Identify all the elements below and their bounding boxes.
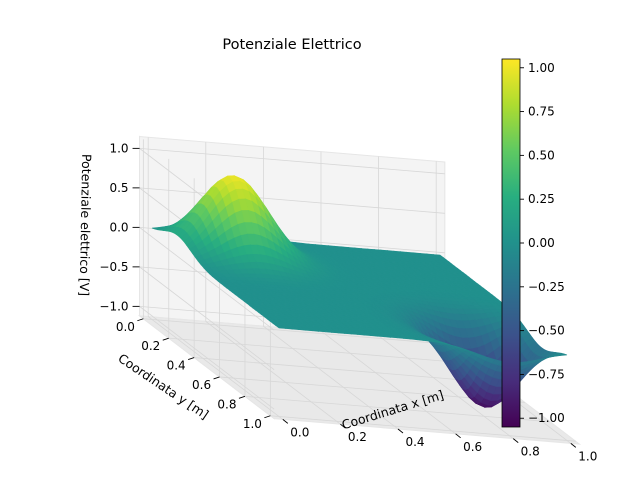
y-tick <box>188 357 195 360</box>
grid-line <box>139 227 275 331</box>
colorbar-tick-label: −0.25 <box>528 280 565 294</box>
colorbar-tick-label: 0.25 <box>528 192 555 206</box>
surface-patch <box>557 353 568 356</box>
y-tick-label: 0.6 <box>192 378 211 392</box>
grid-line <box>378 335 514 439</box>
axes: 0.0 0.2 0.4 0.6 0.8 1.0 0.0 0.2 0.4 0.6 0.8 1.0 −1.0… <box>99 141 597 463</box>
x-tick <box>512 438 519 443</box>
y-tick <box>162 337 169 341</box>
x-tick-label: 1.0 <box>578 449 597 463</box>
y-tick <box>213 376 220 380</box>
z-tick-label: 0.0 <box>109 220 128 234</box>
grid-line <box>139 187 445 214</box>
colorbar-tick-label: −0.50 <box>528 324 565 338</box>
x-tick-label: 0.2 <box>348 430 367 444</box>
y-tick <box>137 318 144 322</box>
grid-line <box>205 321 341 425</box>
x-tick-label: 0.4 <box>405 435 424 449</box>
colorbar-tick-label: 1.00 <box>528 61 555 75</box>
y-tick-label: 0.8 <box>217 397 236 411</box>
colorbar-gradient <box>501 58 521 428</box>
grid-line <box>270 415 576 442</box>
z-tick-label: 1.0 <box>109 141 128 155</box>
grid-line <box>320 330 456 435</box>
x-tick <box>570 443 577 448</box>
y-tick-label: 0.0 <box>116 320 135 334</box>
grid-line <box>139 306 275 410</box>
y-tick-label: 0.2 <box>141 339 160 353</box>
x-tick <box>282 419 289 424</box>
z-tick-label: −1.0 <box>99 299 128 313</box>
x-tick <box>340 423 346 429</box>
y-tick <box>238 395 246 399</box>
colorbar-tick-label: 0.75 <box>528 105 555 119</box>
grid-line <box>147 316 284 420</box>
colorbar-tick-label: 0.00 <box>528 236 555 250</box>
colorbar-tick-label: −1.00 <box>528 411 565 425</box>
y-tick-label: 0.4 <box>167 359 186 373</box>
y-tick <box>264 415 271 419</box>
z-tick-label: 0.5 <box>109 181 128 195</box>
grid-line <box>263 325 399 430</box>
z-axis-label: Potenziale elettrico [V] <box>77 154 94 296</box>
chart-title: Potenziale Elettrico <box>222 37 361 53</box>
grid-line <box>139 147 445 175</box>
x-tick <box>455 433 461 439</box>
grid-line <box>139 266 275 371</box>
x-tick-label: 0.8 <box>521 445 540 459</box>
z-tick-label: −0.5 <box>99 260 128 274</box>
grid-line <box>244 395 551 423</box>
x-tick-label: 0.6 <box>463 440 482 454</box>
colorbar-tick-label: 0.50 <box>528 148 555 162</box>
y-tick-label: 1.0 <box>243 417 262 431</box>
colorbar: −1.00 −0.75 −0.50 −0.25 0.00 0.25 0.50 0.75 1.00 <box>501 58 565 428</box>
x-tick <box>397 428 404 434</box>
x-tick-label: 0.0 <box>290 425 309 439</box>
colorbar-tick-label: −0.75 <box>528 367 565 381</box>
